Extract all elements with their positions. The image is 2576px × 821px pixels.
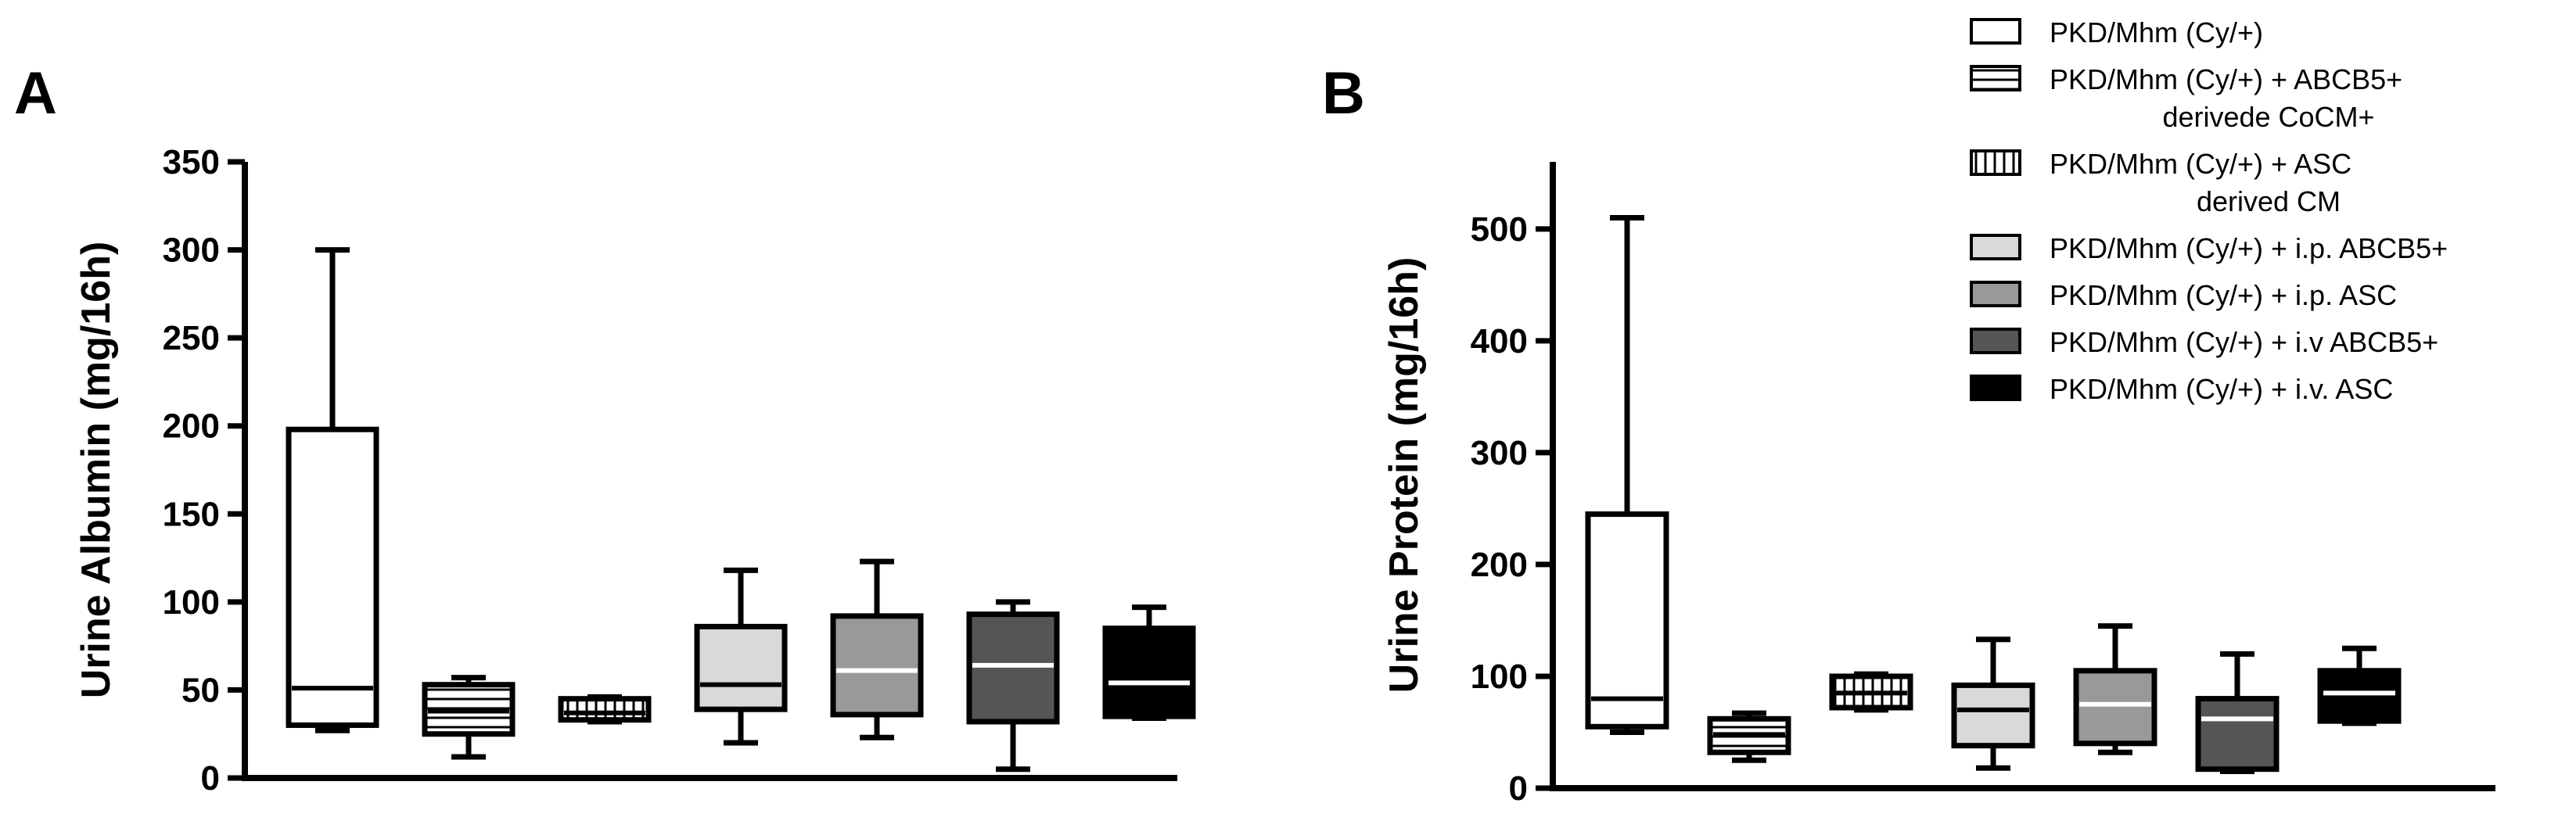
box-plot: [558, 694, 652, 725]
box-iqr: [694, 623, 788, 712]
legend-label: PKD/Mhm (Cy/+) + i.p. ABCB5+: [2050, 232, 2448, 264]
legend-swatch: [1970, 65, 2021, 91]
box-plot: [286, 247, 379, 733]
legend-swatch: [1970, 234, 2021, 260]
legend-swatch: [1970, 18, 2021, 45]
box-plot: [422, 675, 516, 760]
legend-label: PKD/Mhm (Cy/+) + i.v ABCB5+: [2050, 326, 2438, 358]
legend-label: PKD/Mhm (Cy/+) + i.p. ASC: [2050, 279, 2397, 311]
box-iqr: [2317, 668, 2402, 724]
box-plot: [2195, 651, 2280, 775]
y-tick-label: 200: [163, 407, 220, 446]
legend-label: PKD/Mhm (Cy/+) + ABCB5+: [2050, 63, 2402, 95]
y-tick-label: 500: [1471, 210, 1528, 249]
legend-label: PKD/Mhm (Cy/+) + i.v. ASC: [2050, 373, 2393, 405]
panel-b-letter: B: [1322, 60, 1365, 127]
y-axis-title: Urine Albumin (mg/16h): [74, 242, 119, 699]
box-plot: [694, 567, 788, 746]
legend-label: PKD/Mhm (Cy/+): [2050, 16, 2263, 48]
y-tick-label: 100: [163, 583, 220, 622]
legend-entry: PKD/Mhm (Cy/+) + i.p. ASC: [1970, 279, 2397, 311]
legend-entry: PKD/Mhm (Cy/+) + i.v. ASC: [1970, 373, 2393, 405]
box-iqr: [830, 613, 924, 718]
y-tick-label: 0: [201, 759, 220, 798]
y-tick-label: 400: [1471, 322, 1528, 360]
legend-entry: PKD/Mhm (Cy/+) + i.v ABCB5+: [1970, 326, 2438, 358]
y-tick-label: 150: [163, 495, 220, 533]
panel-a-chart: 0 50 100 150 200 250 300 350 Urine Albumin (mg/1…: [74, 143, 1196, 798]
legend-label: PKD/Mhm (Cy/+) + ASC: [2050, 148, 2351, 180]
box-iqr: [286, 426, 379, 728]
legend-entry: PKD/Mhm (Cy/+) + ABCB5+ derivede CoCM+: [1970, 63, 2402, 133]
y-tick-label: 250: [163, 319, 220, 357]
legend-swatch: [1970, 281, 2021, 307]
legend-label: derivede CoCM+: [2162, 101, 2374, 133]
legend-label: derived CM: [2197, 185, 2341, 217]
box-iqr: [2195, 696, 2280, 773]
y-tick-label: 300: [163, 231, 220, 270]
box-plot: [830, 558, 924, 740]
legend-entry: PKD/Mhm (Cy/+) + i.p. ABCB5+: [1970, 232, 2448, 264]
y-tick-label: 300: [1471, 434, 1528, 472]
y-axis-title: Urine Protein (mg/16h): [1381, 257, 1427, 694]
box-plot: [1707, 710, 1791, 763]
box-iqr: [966, 611, 1060, 725]
panel-a-letter: A: [14, 60, 57, 127]
box-plot: [2317, 645, 2402, 726]
panel-b-chart: 0 100 200 300 400 500 Urine Protein (mg/16h): [1381, 162, 2495, 808]
box-plot: [1951, 636, 2035, 771]
legend-swatch: [1970, 328, 2021, 354]
y-tick-label: 200: [1471, 546, 1528, 584]
box-plot: [1102, 604, 1196, 721]
box-plot: [2073, 623, 2157, 755]
box-plot: [1585, 215, 1669, 735]
y-tick-label: 0: [1509, 769, 1528, 808]
legend-swatch: [1970, 375, 2021, 401]
y-tick-label: 50: [181, 671, 220, 709]
legend-swatch: [1970, 149, 2021, 176]
y-tick-label: 100: [1471, 658, 1528, 696]
box-iqr: [1585, 511, 1669, 730]
legend: PKD/Mhm (Cy/+) PKD/Mhm (Cy/+) + ABCB5+ der…: [1970, 16, 2448, 405]
y-tick-label: 350: [163, 143, 220, 181]
box-iqr: [2073, 668, 2157, 747]
box-iqr: [1951, 682, 2035, 749]
box-plot: [1829, 671, 1913, 713]
legend-entry: PKD/Mhm (Cy/+): [1970, 16, 2263, 48]
legend-entry: PKD/Mhm (Cy/+) + ASC derived CM: [1970, 148, 2351, 217]
box-iqr: [558, 696, 652, 723]
box-iqr: [1102, 626, 1196, 719]
box-plot: [966, 599, 1060, 773]
